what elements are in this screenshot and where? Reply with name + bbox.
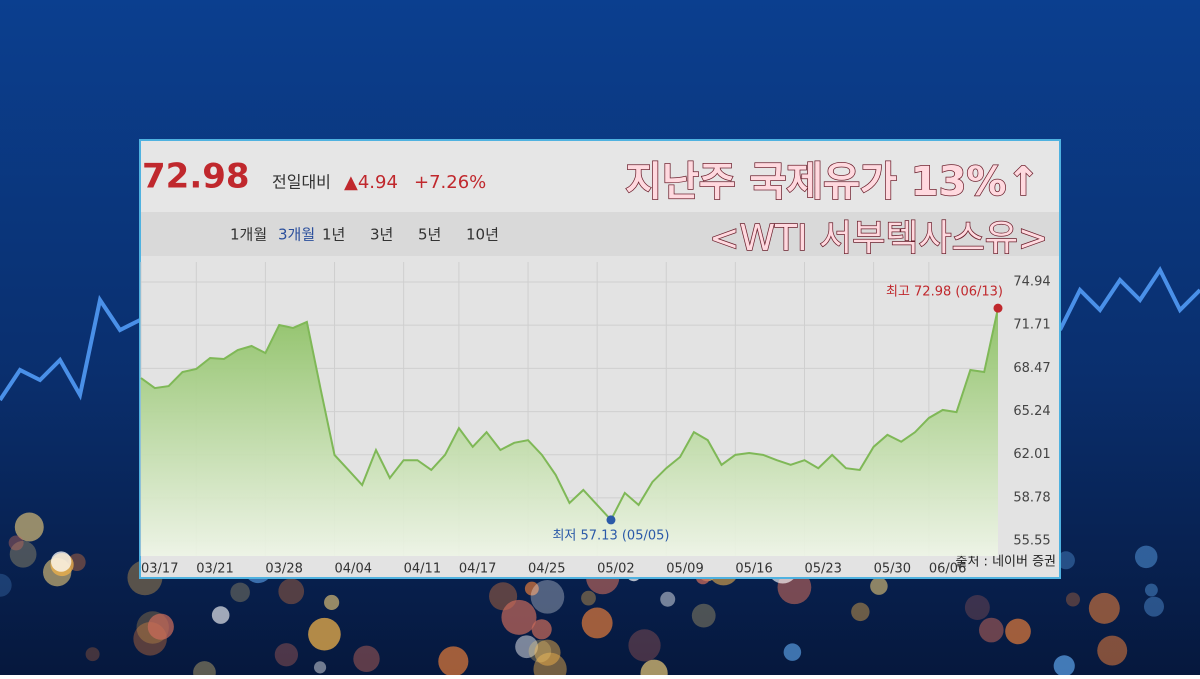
bokeh: [278, 578, 305, 605]
x-tick-label: 06/06: [929, 562, 966, 577]
bokeh: [978, 617, 1004, 643]
bokeh: [515, 635, 539, 659]
extreme-marker: [993, 303, 1003, 313]
bokeh: [964, 595, 990, 620]
period-tab[interactable]: 10년: [466, 226, 499, 244]
bokeh: [581, 607, 613, 639]
decor-line: [1058, 266, 1200, 331]
decor-line: [0, 294, 141, 402]
bokeh: [533, 652, 567, 679]
bokeh: [783, 643, 802, 661]
bokeh: [524, 581, 539, 596]
y-tick-label: 55.55: [1013, 534, 1050, 549]
line: [140, 307, 999, 522]
bokeh: [0, 573, 12, 597]
bokeh: [353, 645, 380, 673]
bokeh: [1056, 551, 1075, 570]
bokeh: [1097, 635, 1128, 666]
bokeh: [640, 659, 668, 679]
y-tick-label: 74.94: [1013, 275, 1050, 290]
bokeh: [628, 629, 661, 662]
y-tick-label: 58.78: [1013, 490, 1050, 505]
area: [141, 308, 998, 556]
extreme-marker: [606, 515, 616, 525]
bokeh: [870, 577, 888, 595]
bokeh: [691, 603, 716, 628]
period-tab[interactable]: 5년: [418, 226, 441, 244]
bokeh: [1065, 592, 1080, 607]
bokeh: [534, 639, 561, 666]
bokeh: [1134, 545, 1158, 569]
bokeh: [313, 661, 327, 674]
annotation: 최저 57.13 (05/05): [552, 528, 669, 543]
bokeh: [14, 512, 44, 542]
bokeh: [51, 551, 72, 572]
period-tab[interactable]: 3년: [370, 226, 393, 244]
change-pct: +7.26%: [414, 172, 486, 193]
bokeh: [1143, 596, 1164, 617]
bokeh: [531, 619, 552, 640]
bokeh: [438, 646, 469, 677]
bokeh: [274, 643, 299, 667]
source: 출처 : 네이버 증권: [956, 555, 1057, 570]
y-tick-label: 62.01: [1013, 447, 1050, 462]
x-tick-label: 04/11: [404, 562, 441, 577]
bokeh: [211, 606, 230, 624]
bokeh: [8, 535, 24, 551]
bokeh: [147, 613, 174, 640]
x-tick-label: 05/30: [874, 562, 911, 577]
bokeh: [660, 591, 676, 607]
x-tick-label: 04/25: [528, 562, 565, 577]
y-tick-label: 68.47: [1013, 361, 1050, 376]
y-tick-label: 65.24: [1013, 404, 1050, 419]
x-tick-label: 03/17: [141, 562, 178, 577]
price: 72.98: [142, 157, 250, 197]
change: ▲4.94: [344, 172, 398, 193]
headline-subtitle: <WTI 서부텍사스유>: [709, 218, 1048, 259]
period-tab[interactable]: 3개월: [278, 226, 315, 244]
bokeh: [1005, 618, 1031, 645]
bokeh: [501, 599, 537, 635]
x-tick-label: 04/04: [335, 562, 372, 577]
bokeh: [528, 639, 552, 663]
x-tick-label: 05/09: [666, 562, 703, 577]
bokeh: [581, 590, 596, 606]
bokeh: [324, 594, 340, 611]
period-tab[interactable]: 1년: [322, 226, 345, 244]
x-tick-label: 03/28: [265, 562, 302, 577]
bokeh: [9, 540, 37, 568]
bokeh: [851, 602, 870, 622]
period-tab[interactable]: 1개월: [230, 226, 267, 244]
change-label: 전일대비: [272, 173, 331, 192]
bokeh: [308, 617, 341, 651]
bokeh: [1144, 583, 1158, 597]
bokeh: [530, 580, 565, 614]
bokeh: [1088, 592, 1120, 624]
x-tick-label: 03/21: [196, 562, 233, 577]
bokeh: [230, 582, 250, 603]
x-tick-label: 05/02: [597, 562, 634, 577]
annotation: 최고 72.98 (06/13): [886, 285, 1003, 300]
x-tick-label: 05/16: [735, 562, 772, 577]
headline-title: 지난주 국제유가 13%↑: [625, 159, 1040, 205]
x-tick-label: 05/23: [804, 562, 841, 577]
bokeh: [1053, 655, 1075, 677]
x-tick-label: 04/17: [459, 562, 496, 577]
y-tick-label: 71.71: [1013, 318, 1050, 333]
tab-bar: [141, 212, 1059, 256]
bokeh: [85, 647, 100, 662]
